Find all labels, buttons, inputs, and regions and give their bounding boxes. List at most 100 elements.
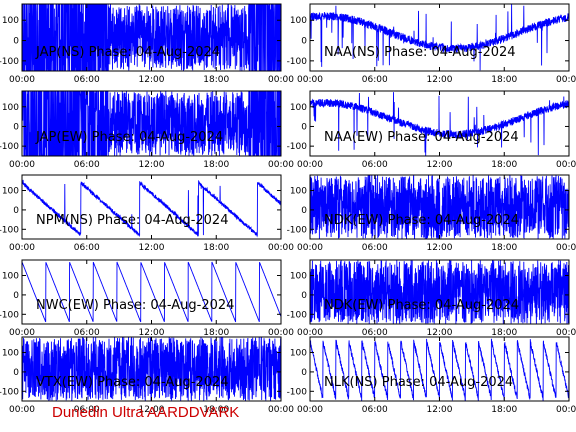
x-tick-label: 00:00 — [268, 160, 294, 170]
x-tick-label: 18:00 — [203, 160, 229, 170]
x-tick-label: 12:00 — [139, 75, 165, 85]
x-tick-label: 06:00 — [362, 160, 388, 170]
panel-title: NWC(EW) Phase: 04-Aug-2024 — [36, 298, 234, 313]
x-tick-label: 00:00 — [9, 405, 35, 415]
y-tick-label: 100 — [290, 16, 307, 26]
plot-frame — [21, 259, 282, 325]
x-tick-label: 06:00 — [362, 75, 388, 85]
x-tick-label: 18:00 — [203, 405, 229, 415]
x-tick-label: 00:00 — [268, 405, 294, 415]
x-tick-label: 06:00 — [74, 75, 100, 85]
phase-panel-4: 100 0 -100 00:00 06:00 12:00 18:00 00:00 NAA(EW)… — [287, 90, 576, 170]
phase-trace — [21, 336, 282, 402]
x-tick-label: 00:00 — [9, 328, 35, 338]
x-tick-label: 06:00 — [362, 405, 388, 415]
y-tick-label: -100 — [287, 387, 308, 397]
y-tick-label: -100 — [287, 310, 308, 320]
phase-panel-7: 100 0 -100 00:00 06:00 12:00 18:00 00:00 NWC(EW)… — [0, 259, 294, 338]
x-tick-label: 12:00 — [427, 75, 453, 85]
x-tick-label: 00:00 — [268, 328, 294, 338]
phase-trace — [21, 261, 282, 323]
x-tick-label: 12:00 — [139, 405, 165, 415]
y-tick-label: 100 — [290, 272, 307, 282]
x-tick-label: 00:00 — [297, 75, 323, 85]
footer-caption: Dunedin Ultra AARDDVARK — [52, 404, 240, 421]
x-tick-label: 00:00 — [268, 75, 294, 85]
phase-panel-5: 100 0 -100 00:00 06:00 12:00 18:00 00:00 NPM(NS)… — [0, 174, 294, 253]
y-tick-label: 0 — [301, 122, 307, 132]
x-tick-label: 06:00 — [362, 328, 388, 338]
y-tick-label: -100 — [287, 142, 308, 152]
plot-frame — [309, 3, 570, 72]
y-tick-label: -100 — [0, 310, 19, 320]
panel-title: JAP(NS) Phase: 04-Aug-2024 — [35, 45, 220, 60]
phase-panel-8: 100 0 -100 00:00 06:00 12:00 18:00 00:00 NDK(EW)… — [287, 259, 576, 338]
y-tick-label: -100 — [0, 225, 19, 235]
x-tick-label: 00:00 — [9, 75, 35, 85]
panel-title: NAA(EW) Phase: 04-Aug-2024 — [324, 130, 519, 145]
y-tick-label: -100 — [0, 387, 19, 397]
phase-trace — [309, 4, 570, 71]
x-tick-label: 00:00 — [297, 328, 323, 338]
y-tick-label: 0 — [13, 37, 19, 47]
x-tick-label: 12:00 — [139, 160, 165, 170]
x-tick-label: 00:00 — [556, 328, 576, 338]
y-tick-label: 0 — [301, 368, 307, 378]
x-tick-label: 18:00 — [491, 328, 517, 338]
x-tick-label: 12:00 — [139, 243, 165, 253]
phase-trace — [21, 179, 282, 238]
y-tick-label: 100 — [2, 349, 19, 359]
x-tick-label: 00:00 — [556, 405, 576, 415]
phase-trace — [309, 338, 570, 402]
y-tick-label: -100 — [287, 225, 308, 235]
x-tick-label: 12:00 — [427, 160, 453, 170]
y-tick-label: 0 — [13, 122, 19, 132]
phase-trace — [309, 92, 570, 156]
y-tick-label: 0 — [301, 291, 307, 301]
panel-title: NPM(NS) Phase: 04-Aug-2024 — [36, 213, 228, 228]
x-tick-label: 06:00 — [74, 160, 100, 170]
y-tick-label: 0 — [13, 291, 19, 301]
y-tick-label: -100 — [0, 57, 19, 67]
phase-panel-2: 100 0 -100 00:00 06:00 12:00 18:00 00:00 NAA(NS)… — [287, 3, 576, 85]
y-tick-label: 100 — [2, 187, 19, 197]
x-tick-label: 00:00 — [9, 243, 35, 253]
x-tick-label: 06:00 — [74, 243, 100, 253]
x-tick-label: 18:00 — [203, 75, 229, 85]
x-tick-label: 06:00 — [362, 243, 388, 253]
phase-panel-3: 100 0 -100 00:00 06:00 12:00 18:00 00:00 JAP(EW)… — [0, 90, 294, 170]
panel-title: NAA(NS) Phase: 04-Aug-2024 — [324, 45, 516, 60]
y-tick-label: 100 — [2, 103, 19, 113]
y-tick-label: 100 — [2, 272, 19, 282]
x-tick-label: 12:00 — [427, 243, 453, 253]
x-tick-label: 18:00 — [491, 405, 517, 415]
x-tick-label: 00:00 — [556, 243, 576, 253]
x-tick-label: 18:00 — [203, 328, 229, 338]
y-tick-label: 0 — [13, 368, 19, 378]
x-tick-label: 18:00 — [203, 243, 229, 253]
phase-trace — [21, 90, 282, 157]
phase-panel-1: 100 0 -100 00:00 06:00 12:00 18:00 00:00 JAP(NS)… — [0, 3, 294, 85]
y-tick-label: -100 — [0, 142, 19, 152]
phase-trace — [309, 174, 570, 240]
plot-frame — [21, 174, 282, 240]
x-tick-label: 12:00 — [427, 328, 453, 338]
x-tick-label: 00:00 — [268, 243, 294, 253]
phase-panel-9: 100 0 -100 00:00 06:00 12:00 18:00 00:00 VTX(EW)… — [0, 336, 294, 415]
panel-title: NDK(EW) Phase: 04-Aug-2024 — [324, 213, 519, 228]
y-tick-label: 0 — [301, 206, 307, 216]
x-tick-label: 00:00 — [556, 160, 576, 170]
x-tick-label: 18:00 — [491, 243, 517, 253]
y-tick-label: 100 — [2, 16, 19, 26]
x-tick-label: 00:00 — [556, 75, 576, 85]
x-tick-label: 18:00 — [491, 75, 517, 85]
y-tick-label: -100 — [287, 57, 308, 67]
x-tick-label: 00:00 — [9, 160, 35, 170]
panel-title: JAP(EW) Phase: 04-Aug-2024 — [35, 130, 223, 145]
x-tick-label: 06:00 — [74, 405, 100, 415]
x-tick-label: 12:00 — [427, 405, 453, 415]
y-tick-label: 0 — [301, 37, 307, 47]
y-tick-label: 100 — [290, 103, 307, 113]
x-tick-label: 18:00 — [491, 160, 517, 170]
